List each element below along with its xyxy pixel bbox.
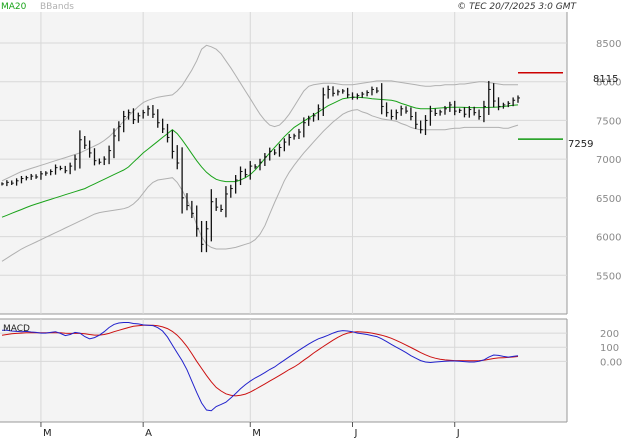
- macd-tick-label: 100: [600, 343, 619, 354]
- bband-lower-line: [1, 109, 519, 262]
- price-tick-label: 7500: [596, 116, 621, 127]
- price-tick-label: 8000: [596, 78, 621, 89]
- legend-bbands: BBands: [40, 2, 74, 12]
- macd-panel: [0, 319, 567, 422]
- resistance-label: 8115: [593, 74, 618, 85]
- macd-y-axis: 200 100 0.00: [600, 329, 622, 368]
- macd-tick-label: 0.00: [600, 357, 622, 368]
- macd-marks: [1, 322, 519, 412]
- price-marks: [1, 44, 563, 262]
- price-grid: [0, 12, 567, 314]
- macd-signal-line: [1, 324, 519, 397]
- x-tick-label: A: [145, 428, 152, 439]
- macd-tick-label: 200: [600, 329, 619, 340]
- price-panel: [0, 12, 567, 314]
- price-tick-label: 7000: [596, 155, 621, 166]
- price-tick-label: 6500: [596, 194, 621, 205]
- price-tick-label: 8500: [596, 39, 621, 50]
- x-tick-label: M: [252, 428, 261, 439]
- x-tick-label: M: [43, 428, 52, 439]
- legend-ma20: MA20: [1, 2, 27, 12]
- timestamp: © TEC 20/7/2025 3:0 GMT: [457, 2, 577, 12]
- price-y-axis: 5500 6000 6500 7000 7500 8000 8500: [596, 39, 621, 282]
- price-tick-label: 5500: [596, 271, 621, 282]
- support-label: 7259: [568, 139, 593, 150]
- x-tick-label: J: [353, 428, 357, 439]
- x-tick-label: J: [456, 428, 460, 439]
- bband-upper-line: [1, 44, 518, 182]
- macd-title: MACD: [3, 324, 30, 334]
- macd-line: [2, 322, 519, 412]
- price-tick-label: 6000: [596, 233, 621, 244]
